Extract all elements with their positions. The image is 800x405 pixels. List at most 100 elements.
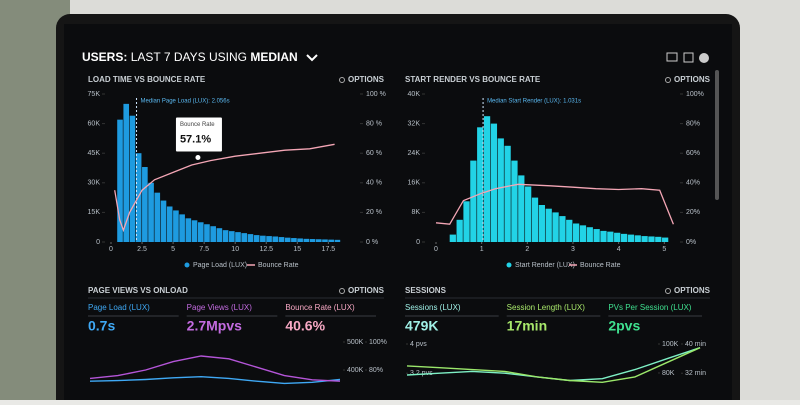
title-part: USING xyxy=(209,50,247,64)
histogram-bar xyxy=(272,236,279,242)
histogram-bar xyxy=(235,232,241,242)
histogram-bar xyxy=(303,238,310,242)
x-tick-label: 5 xyxy=(662,246,666,253)
x-tick-label: 3 xyxy=(571,246,575,253)
x-tick-label: 7.5 xyxy=(199,246,209,253)
histogram-bar xyxy=(511,160,518,242)
kpi-value: 0.7s xyxy=(88,318,115,334)
histogram-bar xyxy=(545,208,552,242)
options[interactable]: OPTIONS xyxy=(674,75,711,84)
histogram-bar xyxy=(600,230,607,242)
y2-tick-label: 40% xyxy=(686,180,700,187)
histogram-bar xyxy=(572,223,580,242)
tick-label: 4 pvs xyxy=(410,341,427,348)
histogram-bar xyxy=(518,175,525,242)
histogram-bar xyxy=(538,205,545,242)
x-tick-label: 12.5 xyxy=(259,246,273,253)
tick-label: 80K xyxy=(662,370,675,377)
histogram-bar xyxy=(129,115,136,242)
title-part[interactable]: MEDIAN xyxy=(250,50,297,64)
histogram-bar xyxy=(662,237,669,242)
histogram-bar xyxy=(620,233,628,242)
histogram-bar xyxy=(648,236,655,242)
histogram-bar xyxy=(191,220,198,242)
histogram-bar xyxy=(531,197,539,242)
kpi-label: Sessions (LUX) xyxy=(405,303,461,312)
tick-label: 40 min xyxy=(685,341,706,348)
tooltip xyxy=(175,117,222,152)
histogram-bar xyxy=(322,239,328,242)
histogram-bar xyxy=(634,235,641,242)
help-icon[interactable] xyxy=(699,53,709,63)
kpi-label: Page Views (LUX) xyxy=(187,303,253,312)
chart-icon[interactable] xyxy=(683,52,694,63)
histogram-bar xyxy=(309,239,316,242)
histogram-bar xyxy=(449,234,456,242)
x-tick-label: 0 xyxy=(109,246,113,253)
options-icon xyxy=(339,288,345,294)
options[interactable]: OPTIONS xyxy=(348,286,385,295)
histogram-bar xyxy=(266,236,272,242)
options[interactable]: OPTIONS xyxy=(674,286,711,295)
y2-tick-label: 20% xyxy=(686,209,700,216)
median-annotation: Median Start Render (LUX): 1.031s xyxy=(487,99,581,105)
legend-label: Page Load (LUX) xyxy=(193,262,247,269)
title-part[interactable]: LAST 7 DAYS xyxy=(131,50,206,64)
kpi-value: 17min xyxy=(507,318,547,334)
x-tick-label: 1 xyxy=(480,246,484,253)
y-tick-label: 0 xyxy=(96,239,100,246)
x-tick-label: 17.5 xyxy=(322,246,336,253)
histogram-bar xyxy=(148,182,154,242)
histogram-bar xyxy=(173,210,179,242)
histogram-bar xyxy=(297,238,303,242)
options[interactable]: OPTIONS xyxy=(348,75,385,84)
x-tick-label: 10 xyxy=(231,246,239,253)
histogram-bar xyxy=(204,224,210,242)
x-tick-label: 4 xyxy=(617,246,621,253)
histogram-bar xyxy=(334,239,341,242)
histogram-bar xyxy=(328,239,334,242)
histogram-bar xyxy=(216,228,223,242)
x-tick-label: 2 xyxy=(525,246,529,253)
histogram-bar xyxy=(490,123,498,242)
y-tick-label: 75K xyxy=(88,91,101,98)
y-tick-label: 24K xyxy=(408,150,421,157)
histogram-bar xyxy=(504,145,511,242)
bounce-rate-line xyxy=(114,143,335,233)
y2-tick-label: 60% xyxy=(686,150,700,157)
histogram-bar xyxy=(291,238,297,242)
kpi-value: 40.6% xyxy=(285,318,325,334)
y2-tick-label: 80 % xyxy=(366,120,382,127)
kpi-value: 479K xyxy=(405,318,438,334)
y2-tick-label: 80% xyxy=(686,120,700,127)
histogram-bar xyxy=(552,212,559,242)
histogram-bar xyxy=(154,192,161,242)
histogram-bar xyxy=(559,216,566,242)
histogram-bar xyxy=(253,235,260,242)
y-tick-label: 8K xyxy=(411,209,420,216)
histogram-bar xyxy=(185,218,192,242)
histogram-bar xyxy=(229,231,235,242)
histogram-bar xyxy=(607,231,614,242)
histogram-bar xyxy=(197,222,204,242)
y-tick-label: 30K xyxy=(88,180,101,187)
histogram-bar xyxy=(315,239,322,242)
histogram-bar xyxy=(497,138,504,242)
monitor-icon[interactable] xyxy=(666,52,678,62)
kpi-label: Session Length (LUX) xyxy=(507,303,586,312)
tooltip-point xyxy=(195,154,201,160)
y2-tick-label: 0 % xyxy=(366,239,378,246)
options-icon xyxy=(665,288,671,294)
histogram-bar xyxy=(284,237,291,242)
y-tick-label: 32K xyxy=(408,120,421,127)
kpi-value: 2.7Mpvs xyxy=(187,318,242,334)
y-tick-label: 40K xyxy=(408,91,421,98)
kpi-label: Page Load (LUX) xyxy=(88,303,150,312)
dropdown-chevron[interactable] xyxy=(306,54,318,62)
kpi-label: PVs Per Session (LUX) xyxy=(608,303,691,312)
histogram-bar xyxy=(123,103,130,242)
y-tick-label: 60K xyxy=(88,120,101,127)
tick-label: 80% xyxy=(369,367,383,374)
histogram-bar xyxy=(117,119,123,242)
